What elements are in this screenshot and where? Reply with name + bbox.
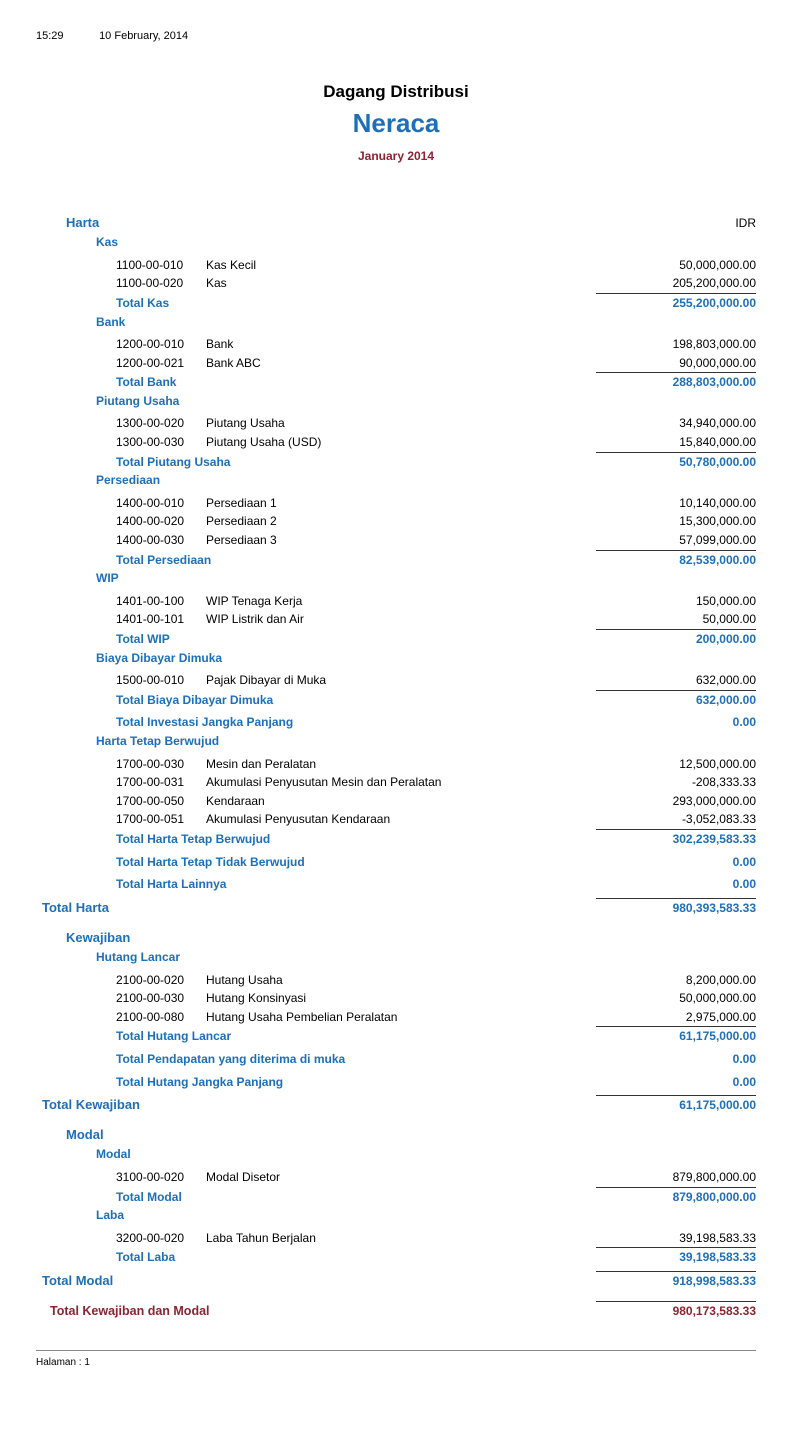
line-item: 1300-00-020Piutang Usaha34,940,000.00 (36, 414, 756, 433)
line-item: 3100-00-020Modal Disetor879,800,000.00 (36, 1168, 756, 1188)
line-item: 1100-00-020Kas205,200,000.00 (36, 274, 756, 294)
subtotal-row: Total Pendapatan yang diterima di muka0.… (36, 1050, 756, 1069)
subtotal-row: Total Harta Tetap Berwujud302,239,583.33 (36, 830, 756, 849)
subtotal-row: Total Hutang Lancar61,175,000.00 (36, 1027, 756, 1046)
line-item: 1500-00-010Pajak Dibayar di Muka632,000.… (36, 671, 756, 691)
total-harta-row: Total Harta980,393,583.33 (36, 898, 756, 918)
harta-title: Harta (36, 213, 596, 233)
section-title: Hutang Lancar (36, 948, 596, 967)
section-title: WIP (36, 569, 596, 588)
line-item: 1401-00-100WIP Tenaga Kerja150,000.00 (36, 592, 756, 611)
subtotal-row: Total Biaya Dibayar Dimuka632,000.00 (36, 691, 756, 710)
line-item: 2100-00-020Hutang Usaha8,200,000.00 (36, 971, 756, 990)
section-title: Piutang Usaha (36, 392, 596, 411)
line-item: 1400-00-030Persediaan 357,099,000.00 (36, 531, 756, 551)
subtotal-row: Total WIP200,000.00 (36, 630, 756, 649)
line-item: 1300-00-030Piutang Usaha (USD)15,840,000… (36, 433, 756, 453)
subtotal-row: Total Piutang Usaha50,780,000.00 (36, 453, 756, 472)
subtotal-row: Total Bank288,803,000.00 (36, 373, 756, 392)
line-item: 1700-00-051Akumulasi Penyusutan Kendaraa… (36, 810, 756, 830)
harta-header-row: Harta IDR (36, 213, 756, 233)
line-item: 1400-00-010Persediaan 110,140,000.00 (36, 494, 756, 513)
line-item: 2100-00-030Hutang Konsinyasi50,000,000.0… (36, 989, 756, 1008)
report-period: January 2014 (36, 149, 756, 163)
print-date: 10 February, 2014 (99, 30, 188, 42)
line-item: 3200-00-020Laba Tahun Berjalan39,198,583… (36, 1229, 756, 1249)
total-kewajiban-row: Total Kewajiban61,175,000.00 (36, 1095, 756, 1115)
section-title: Persediaan (36, 471, 596, 490)
section-title: Modal (36, 1145, 596, 1164)
line-item: 1700-00-050Kendaraan293,000,000.00 (36, 792, 756, 811)
section-title: Laba (36, 1206, 596, 1225)
line-item: 2100-00-080Hutang Usaha Pembelian Perala… (36, 1008, 756, 1028)
section-title: Harta Tetap Berwujud (36, 732, 596, 751)
subtotal-row: Total Modal879,800,000.00 (36, 1188, 756, 1207)
total-modal-row: Total Modal918,998,583.33 (36, 1271, 756, 1291)
timestamp-row: 15:29 10 February, 2014 (36, 30, 756, 42)
section-title: Kas (36, 233, 596, 252)
section-title: Bank (36, 313, 596, 332)
page-number: Halaman : 1 (36, 1357, 90, 1368)
line-item: 1400-00-020Persediaan 215,300,000.00 (36, 512, 756, 531)
line-item: 1200-00-010Bank198,803,000.00 (36, 335, 756, 354)
section-title: Biaya Dibayar Dimuka (36, 649, 596, 668)
line-item: 1700-00-031Akumulasi Penyusutan Mesin da… (36, 773, 756, 792)
page-footer: Halaman : 1 (36, 1350, 756, 1368)
subtotal-row: Total Persediaan82,539,000.00 (36, 551, 756, 570)
report-page: 15:29 10 February, 2014 Dagang Distribus… (0, 0, 792, 1398)
subtotal-row: Total Harta Tetap Tidak Berwujud0.00 (36, 853, 756, 872)
print-time: 15:29 (36, 30, 96, 42)
modal-title: Modal (36, 1125, 596, 1145)
line-item: 1200-00-021Bank ABC90,000,000.00 (36, 354, 756, 374)
subtotal-row: Total Investasi Jangka Panjang0.00 (36, 713, 756, 732)
line-item: 1401-00-101WIP Listrik dan Air50,000.00 (36, 610, 756, 630)
grand-total-row: Total Kewajiban dan Modal980,173,583.33 (36, 1301, 756, 1321)
report-title: Neraca (36, 108, 756, 139)
subtotal-row: Total Harta Lainnya0.00 (36, 875, 756, 894)
currency-label: IDR (596, 214, 756, 233)
report-body: Harta IDR Kas 1100-00-010Kas Kecil50,000… (36, 213, 756, 1322)
kewajiban-title: Kewajiban (36, 928, 596, 948)
line-item: 1700-00-030Mesin dan Peralatan12,500,000… (36, 755, 756, 774)
subtotal-row: Total Hutang Jangka Panjang0.00 (36, 1073, 756, 1092)
line-item: 1100-00-010Kas Kecil50,000,000.00 (36, 256, 756, 275)
company-name: Dagang Distribusi (36, 82, 756, 102)
subtotal-row: Total Kas255,200,000.00 (36, 294, 756, 313)
report-header: Dagang Distribusi Neraca January 2014 (36, 82, 756, 163)
subtotal-row: Total Laba39,198,583.33 (36, 1248, 756, 1267)
